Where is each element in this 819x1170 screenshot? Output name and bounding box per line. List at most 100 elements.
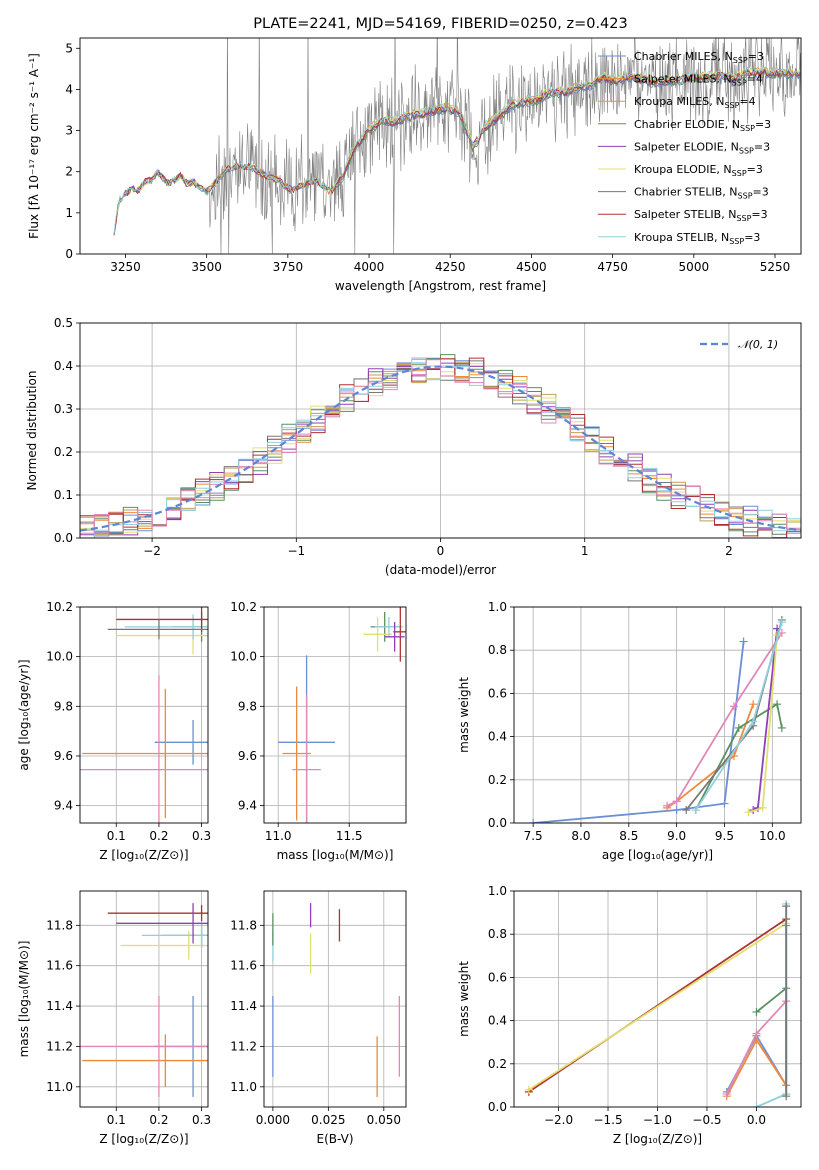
series-marker [773,700,782,709]
legend-entry: Salpeter STELIB, NSSP=3 [634,208,768,223]
series-marker [758,803,767,812]
data-point [107,619,208,640]
x-tick-label: 10.0 [759,829,786,843]
residuals-panel: −2 −1 0 1 2 0.0 0.1 0.2 0.3 0.4 0.5 (data-model)/er… [25,316,802,577]
y-tick-label: 2 [65,165,73,179]
series-marker [782,1092,791,1101]
series-marker [782,902,791,911]
data-point [374,616,404,637]
y-tick-label: 11.4 [230,999,257,1013]
model-spectrum-line [113,68,801,234]
data-point [141,923,208,948]
x-tick-label: 7.5 [524,829,543,843]
series-marker [663,801,672,810]
series-marker [739,637,748,646]
x-tick-label: 3750 [273,260,304,274]
y-tick-label: 0.4 [54,359,73,373]
x-tick-label: −2 [143,544,161,558]
y-tick-label: 11.0 [230,1080,257,1094]
data-point [120,931,208,960]
x-tick-label: −1.0 [643,1113,672,1127]
x-axis-label: E(B-V) [316,1132,353,1146]
x-tick-label: 4250 [435,260,466,274]
series-marker [529,819,538,823]
series-marker [720,799,729,808]
x-tick-label: 0.1 [107,829,126,843]
data-point [80,675,208,823]
legend-entry: Kroupa STELIB, NSSP=3 [634,231,760,246]
legend-entry: Salpeter MILES, NSSP=4 [634,73,763,88]
series-marker [752,1103,761,1107]
x-tick-label: 0.050 [367,1113,401,1127]
x-tick-label: 0.2 [149,829,168,843]
x-axis-label: (data-model)/error [385,563,496,577]
data-point [80,995,208,1097]
y-tick-label: 11.6 [46,959,73,973]
axes-frame [79,606,209,824]
y-tick-label: 9.6 [54,749,73,763]
y-tick-label: 9.4 [54,799,73,813]
x-tick-label: 9.0 [667,829,686,843]
x-tick-label: 11.0 [265,829,292,843]
x-tick-label: −1 [287,544,305,558]
series-marker [777,723,786,732]
legend-entry: 𝒩(0, 1) [738,338,778,351]
y-tick-label: 11.2 [46,1039,73,1053]
y-tick-label: 11.8 [230,918,257,932]
series-lines [524,899,791,1107]
y-tick-label: 1.0 [488,600,507,614]
legend-entry: Chabrier ELODIE, NSSP=3 [634,118,771,133]
y-tick-label: 10.2 [46,600,73,614]
axes-frame [79,890,209,1108]
y-axis-label: mass weight [457,961,471,1037]
series-marker [524,1085,533,1094]
age-vs-metallicity-panel: 0.1 0.2 0.3 9.4 9.6 9.8 10.0 10.2 Z [log₁₀(Z/Z⊙)… [17,600,211,862]
y-tick-label: 1.0 [488,884,507,898]
chart-title: PLATE=2241, MJD=54169, FIBERID=0250, z=0… [253,16,627,32]
error-bars [80,607,208,823]
y-axis-label: mass weight [457,677,471,753]
data-point [154,719,208,765]
series [752,899,791,1107]
histograms [80,354,801,538]
x-tick-label: 2 [725,544,733,558]
data-point [363,616,392,652]
y-tick-label: 0.5 [54,316,73,330]
series [663,700,758,812]
y-tick-label: 10.0 [46,650,73,664]
x-axis-label: mass [log₁₀(M/M⊙)] [277,848,394,862]
age-vs-mass-panel: 11.0 11.5 9.4 9.6 9.8 10.0 10.2 mass [log₁₀(M/M… [230,600,407,862]
x-tick-label: 4750 [597,260,628,274]
x-tick-label: 11.5 [336,829,363,843]
model-spectrum-line [113,70,801,234]
weight-vs-age-panel: 7.5 8.0 8.5 9.0 9.5 10.0 0.0 0.2 0.4 0.6 0.8 1.0 age… [457,600,802,862]
x-tick-label: 5000 [679,260,710,274]
legend-entry: Chabrier MILES, NSSP=3 [634,50,764,65]
y-axis-label: Flux [fλ 10⁻¹⁷ erg cm⁻² s⁻¹ A⁻¹] [27,53,41,239]
axes-frame [79,322,802,539]
mass-vs-extinction-panel: 0.000 0.025 0.050 11.0 11.2 11.4 11.6 11.8 E(B-V… [230,890,407,1146]
y-tick-label: 11.2 [230,1039,257,1053]
x-tick-label: 3500 [191,260,222,274]
y-tick-label: 0.0 [488,1100,507,1114]
series-marker [722,1090,731,1099]
y-tick-label: 11.4 [46,999,73,1013]
series [744,631,782,817]
y-tick-label: 3 [65,124,73,138]
y-tick-label: 11.8 [46,918,73,932]
axes-frame [79,37,802,255]
series-line [533,641,745,823]
series [691,700,786,815]
y-tick-label: 1 [65,206,73,220]
legend: 𝒩(0, 1) [700,338,778,351]
series-line [666,632,783,807]
axes-frame [263,606,407,824]
series-marker [777,618,786,627]
x-axis-label: Z [log₁₀(Z/Z⊙)] [613,1132,702,1146]
model-spectrum-line [113,66,801,234]
series-marker [691,806,700,815]
x-tick-label: 4000 [354,260,385,274]
mass-vs-metallicity-panel: 0.1 0.2 0.3 11.0 11.2 11.4 11.6 11.8 Z [log₁₀(Z/… [17,890,211,1146]
x-tick-label: 0.1 [107,1113,126,1127]
